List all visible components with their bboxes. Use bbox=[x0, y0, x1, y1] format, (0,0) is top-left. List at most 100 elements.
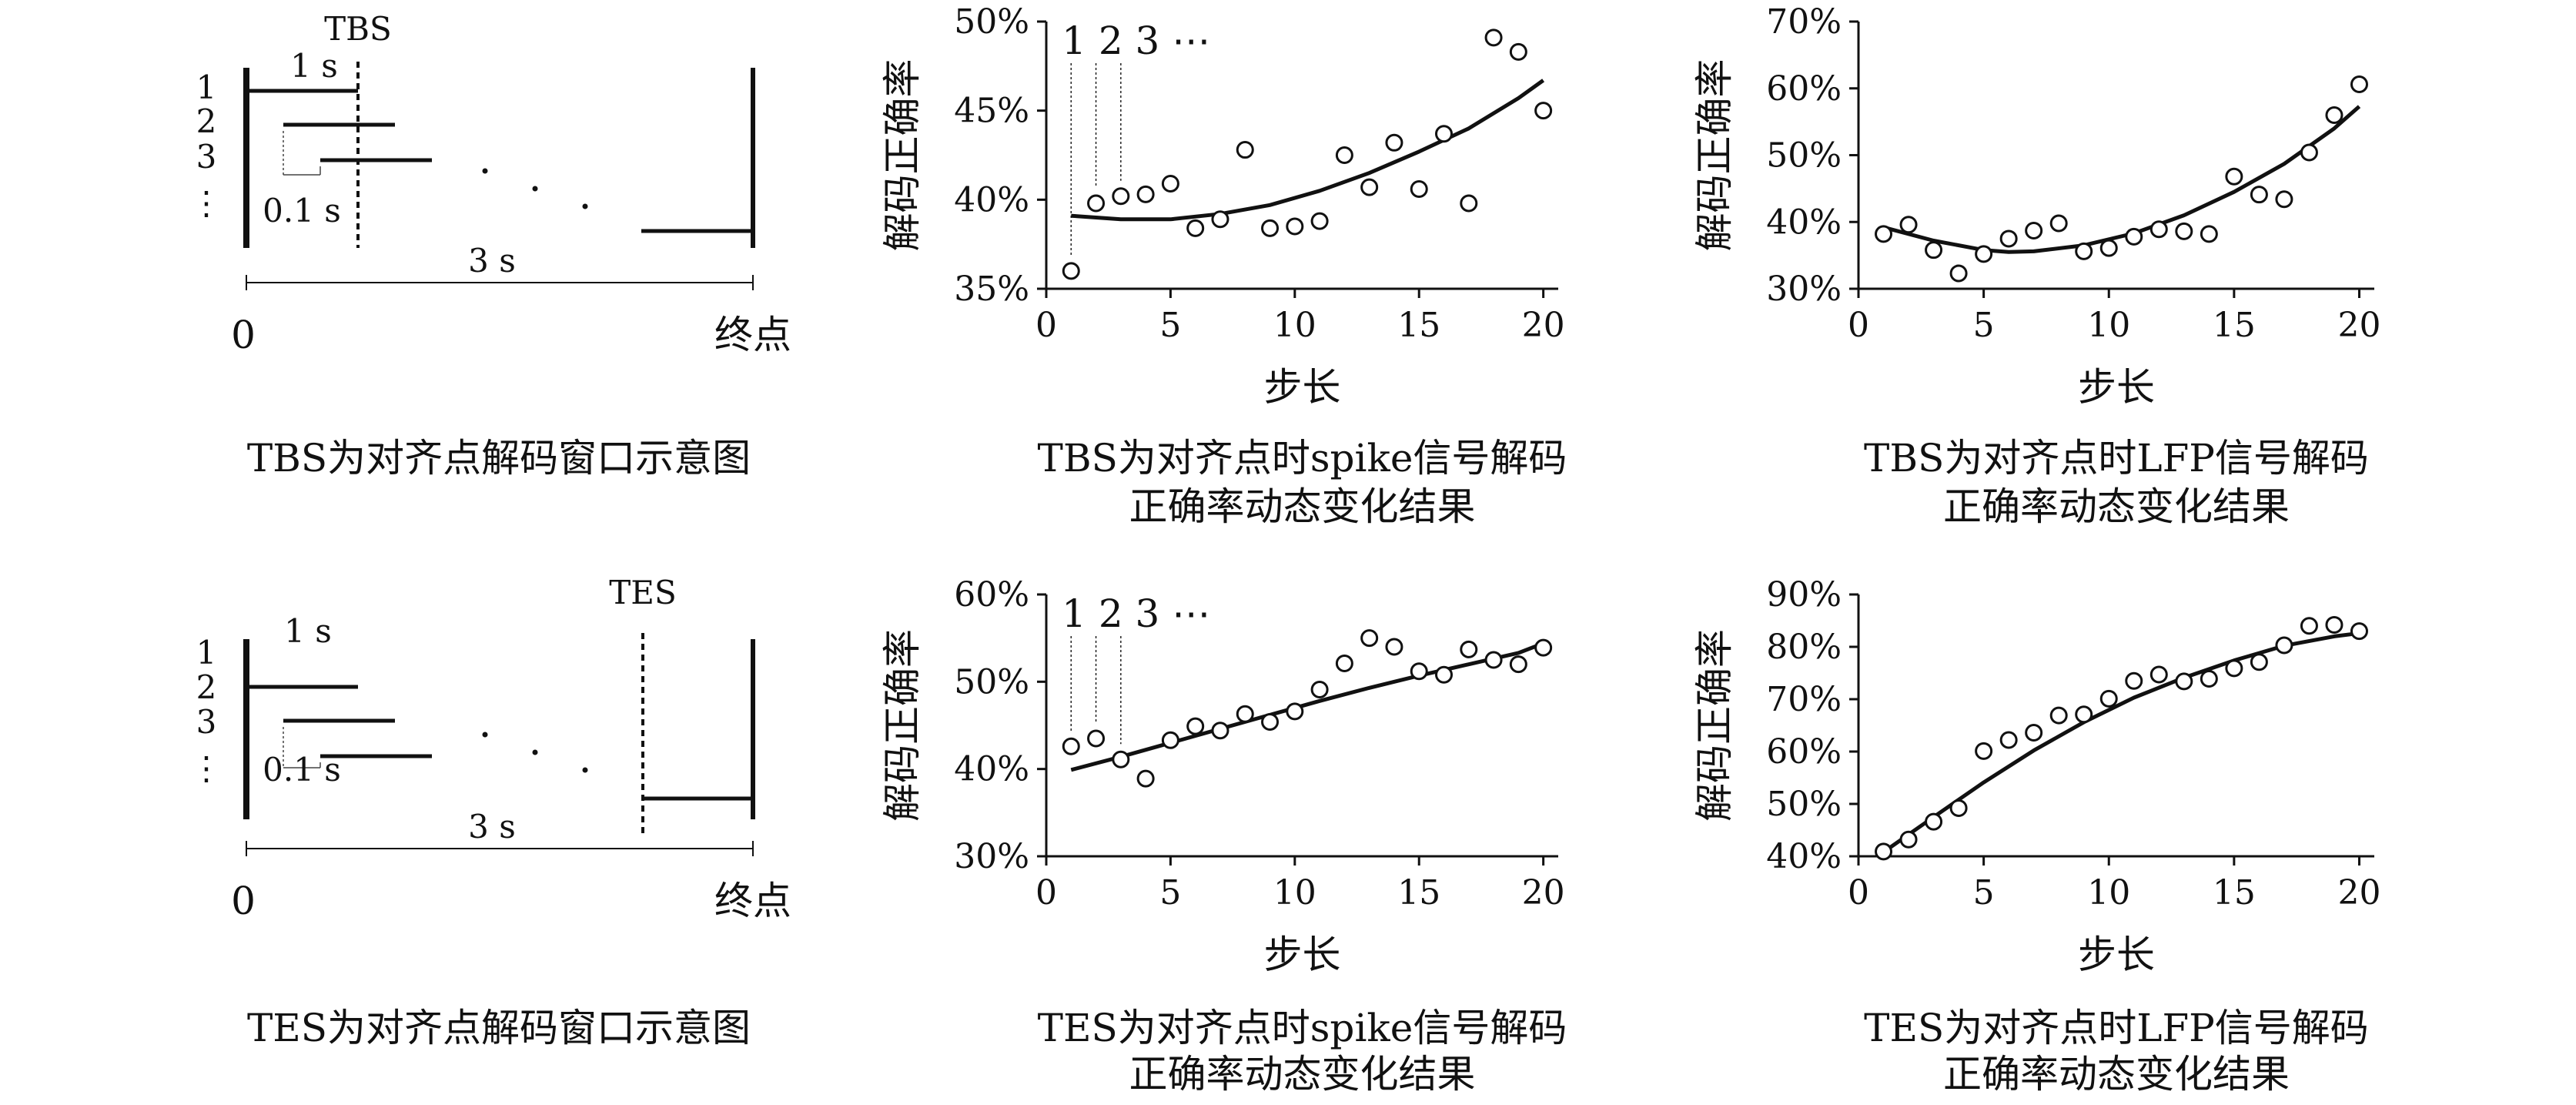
data-point bbox=[2025, 222, 2043, 240]
data-point bbox=[1435, 125, 1454, 143]
data-point bbox=[1261, 219, 1280, 237]
x-tick-label: 15 bbox=[1397, 306, 1440, 345]
x-tick-label: 0 bbox=[1848, 306, 1869, 345]
data-point bbox=[1899, 830, 1918, 849]
data-point bbox=[2125, 227, 2143, 246]
data-point bbox=[2149, 665, 2168, 684]
data-point bbox=[2225, 167, 2243, 186]
chart-caption: TES为对齐点时LFP信号解码 bbox=[1864, 1006, 2369, 1050]
window-length-label: 1 s bbox=[290, 47, 338, 85]
data-point bbox=[1360, 178, 1379, 196]
y-tick-label: 50% bbox=[1766, 136, 1842, 176]
data-point bbox=[1999, 731, 2018, 749]
y-axis-label: 解码正确率 bbox=[880, 59, 925, 252]
data-point bbox=[2075, 242, 2093, 260]
data-point bbox=[2075, 705, 2093, 724]
y-tick-label: 30% bbox=[1766, 270, 1842, 309]
x-tick-label: 10 bbox=[2087, 306, 2130, 345]
data-point bbox=[1161, 175, 1179, 193]
x-tick-label: 10 bbox=[2087, 873, 2130, 912]
ellipsis-dot bbox=[532, 749, 538, 755]
y-tick-label: 70% bbox=[1766, 2, 1842, 42]
axis-end-label: 终点 bbox=[714, 313, 791, 357]
chart-caption: TES为对齐点时spike信号解码 bbox=[1038, 1006, 1567, 1050]
x-axis-label: 步长 bbox=[2078, 933, 2155, 977]
y-tick-label: 60% bbox=[1766, 732, 1842, 772]
x-tick-label: 20 bbox=[2337, 306, 2380, 345]
data-point bbox=[1087, 194, 1106, 213]
data-point bbox=[1087, 729, 1106, 748]
x-axis-label: 步长 bbox=[1264, 365, 1341, 410]
trend-line bbox=[1882, 631, 2360, 854]
ellipsis-dot bbox=[532, 186, 538, 192]
data-point bbox=[1484, 28, 1503, 47]
data-point bbox=[2149, 220, 2168, 239]
y-tick-label: 50% bbox=[954, 2, 1029, 42]
step-annotation: 1 2 3 ⋯ bbox=[1062, 591, 1210, 636]
data-point bbox=[2025, 724, 2043, 742]
data-point bbox=[1062, 262, 1080, 280]
alignment-label: TES bbox=[609, 574, 676, 611]
step-annotation: 1 2 3 ⋯ bbox=[1062, 18, 1210, 63]
tbs-spike-chart: 35% 40% 45% 50% 0 5 10 15 20 步长 解码正确率 1 2 3 ⋯ TBS为对齐… bbox=[880, 2, 1567, 529]
data-point bbox=[2175, 672, 2193, 691]
data-point bbox=[1186, 717, 1205, 735]
step-number-label: 3 bbox=[196, 138, 217, 176]
data-point bbox=[2275, 190, 2293, 209]
data-point bbox=[1509, 42, 1527, 61]
data-point bbox=[2250, 653, 2268, 671]
data-point bbox=[1112, 187, 1130, 206]
x-tick-label: 0 bbox=[1848, 873, 1869, 912]
data-point bbox=[1211, 722, 1229, 740]
data-point bbox=[1949, 799, 1968, 817]
x-tick-label: 20 bbox=[1522, 306, 1565, 345]
data-point bbox=[2225, 659, 2243, 678]
data-point bbox=[1410, 179, 1428, 198]
data-point bbox=[1335, 655, 1353, 673]
chart-caption: 正确率动态变化结果 bbox=[1943, 484, 2290, 529]
data-point bbox=[1310, 681, 1329, 699]
data-point bbox=[2125, 671, 2143, 690]
data-point bbox=[1261, 712, 1280, 731]
data-point bbox=[1062, 737, 1080, 755]
chart-caption: 正确率动态变化结果 bbox=[1129, 1052, 1476, 1097]
diagram-caption: TES为对齐点解码窗口示意图 bbox=[247, 1006, 751, 1050]
data-point bbox=[2250, 186, 2268, 204]
data-point bbox=[2350, 75, 2368, 94]
y-tick-label: 90% bbox=[1766, 575, 1842, 614]
y-tick-label: 35% bbox=[954, 270, 1029, 309]
y-tick-label: 40% bbox=[954, 750, 1029, 789]
y-tick-label: 30% bbox=[954, 837, 1029, 876]
data-point bbox=[2300, 143, 2318, 162]
total-length-label: 3 s bbox=[468, 808, 516, 845]
chart-caption: 正确率动态变化结果 bbox=[1943, 1052, 2290, 1097]
x-axis-label: 步长 bbox=[2078, 365, 2155, 410]
y-tick-label: 50% bbox=[954, 662, 1029, 702]
data-point bbox=[2175, 222, 2193, 240]
data-point bbox=[1460, 194, 1478, 213]
chart-caption: 正确率动态变化结果 bbox=[1129, 484, 1476, 529]
tbs-lfp-chart: 30% 40% 50% 60% 70% 0 5 10 15 20 步长 解码正确率 TBS为对齐点时LF… bbox=[1692, 2, 2380, 529]
data-point bbox=[1136, 185, 1155, 203]
y-axis-label: 解码正确率 bbox=[880, 629, 925, 822]
x-tick-label: 15 bbox=[1397, 873, 1440, 912]
data-point bbox=[2325, 105, 2343, 124]
data-point bbox=[1460, 640, 1478, 658]
data-point bbox=[2350, 622, 2368, 641]
step-number-label: ⋮ bbox=[190, 184, 222, 222]
y-tick-label: 70% bbox=[1766, 680, 1842, 719]
x-tick-label: 0 bbox=[1035, 873, 1057, 912]
x-tick-label: 5 bbox=[1159, 306, 1181, 345]
data-point bbox=[1186, 219, 1205, 237]
data-point bbox=[1360, 629, 1379, 648]
y-tick-label: 80% bbox=[1766, 628, 1842, 667]
data-point bbox=[2275, 636, 2293, 655]
data-point bbox=[2049, 706, 2068, 725]
data-point bbox=[1975, 742, 1993, 760]
data-point bbox=[1435, 665, 1454, 684]
ellipsis-dot bbox=[582, 767, 588, 773]
data-point bbox=[1925, 812, 1943, 831]
ellipsis-dot bbox=[482, 732, 488, 738]
alignment-label: TBS bbox=[324, 10, 392, 48]
